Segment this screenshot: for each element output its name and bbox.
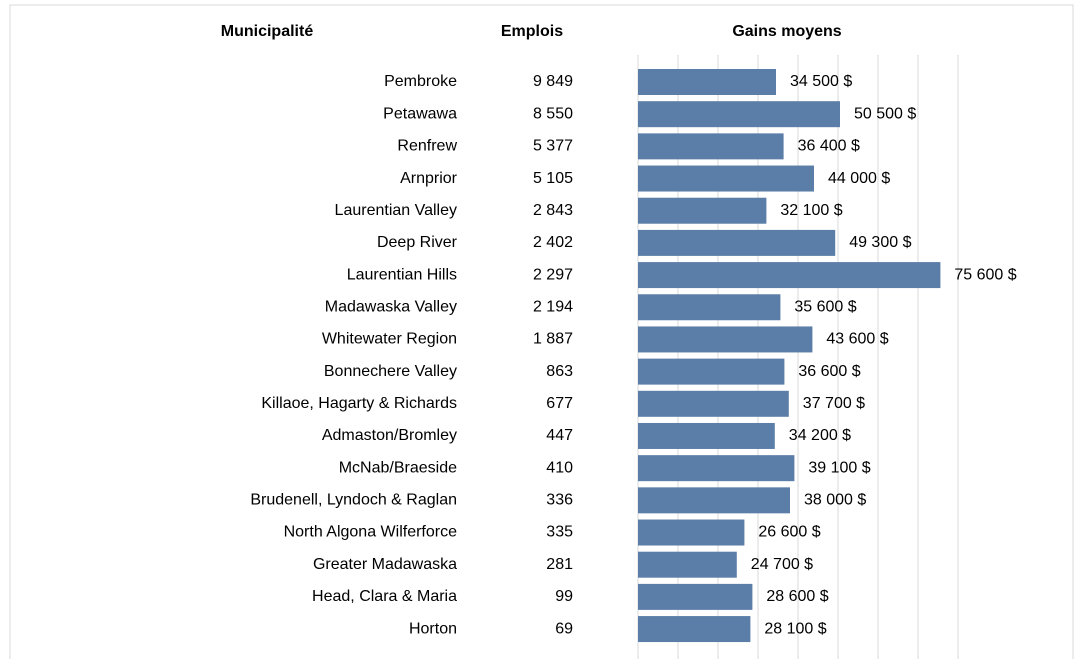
value-label: 44 000 $ [828, 170, 890, 187]
category-label: Pembroke [384, 73, 457, 90]
category-label: North Algona Wilferforce [284, 524, 458, 541]
value-label: 50 500 $ [854, 105, 916, 122]
value-label: 49 300 $ [849, 234, 911, 251]
jobs-value: 1 887 [533, 331, 573, 348]
value-label: 36 400 $ [798, 138, 860, 155]
category-label: Killaoe, Hagarty & Richards [261, 395, 457, 412]
value-label: 36 600 $ [798, 363, 860, 380]
jobs-value: 2 297 [533, 266, 573, 283]
bar [638, 390, 789, 417]
category-label: Petawawa [383, 105, 457, 122]
bar [638, 229, 836, 256]
bar [638, 487, 790, 514]
jobs-value: 99 [555, 588, 573, 605]
category-label: Horton [409, 620, 457, 637]
jobs-value: 335 [546, 524, 573, 541]
bar [638, 455, 795, 482]
jobs-value: 2 194 [533, 298, 573, 315]
category-label: Head, Clara & Maria [312, 588, 457, 605]
value-label: 28 600 $ [766, 588, 828, 605]
value-label: 24 700 $ [751, 556, 813, 573]
category-label: McNab/Braeside [339, 459, 457, 476]
value-label: 32 100 $ [780, 202, 842, 219]
category-label: Laurentian Valley [335, 202, 457, 219]
category-label: Admaston/Bromley [322, 427, 457, 444]
bar [638, 133, 784, 160]
value-label: 34 200 $ [789, 427, 851, 444]
category-label: Renfrew [397, 138, 457, 155]
jobs-value: 336 [546, 492, 573, 509]
category-label: Brudenell, Lyndoch & Raglan [250, 492, 457, 509]
bar [638, 551, 737, 578]
value-label: 34 500 $ [790, 73, 852, 90]
bar [638, 616, 751, 643]
jobs-value: 447 [546, 427, 573, 444]
jobs-value: 410 [546, 459, 573, 476]
bar [638, 326, 813, 353]
value-label: 35 600 $ [794, 298, 856, 315]
category-label: Whitewater Region [322, 331, 457, 348]
jobs-value: 69 [555, 620, 573, 637]
bar [638, 101, 840, 128]
category-label: Greater Madawaska [313, 556, 457, 573]
jobs-value: 8 550 [533, 105, 573, 122]
frame [9, 4, 1074, 659]
column-header: Emplois [501, 23, 563, 40]
category-label: Bonnechere Valley [324, 363, 457, 380]
value-label: 28 100 $ [764, 620, 826, 637]
jobs-value: 9 849 [533, 73, 573, 90]
category-label: Laurentian Hills [347, 266, 457, 283]
jobs-value: 2 843 [533, 202, 573, 219]
bar [638, 69, 776, 95]
column-header: Gains moyens [732, 23, 841, 40]
bar [638, 583, 753, 610]
jobs-value: 677 [546, 395, 573, 412]
jobs-value: 5 377 [533, 138, 573, 155]
value-label: 75 600 $ [954, 266, 1016, 283]
jobs-value: 863 [546, 363, 573, 380]
bar [638, 262, 941, 289]
category-label: Madawaska Valley [325, 298, 457, 315]
value-label: 38 000 $ [804, 492, 866, 509]
value-label: 43 600 $ [826, 331, 888, 348]
bar [638, 197, 767, 224]
bar [638, 165, 814, 192]
value-label: 39 100 $ [808, 459, 870, 476]
category-label: Arnprior [400, 170, 458, 187]
jobs-value: 5 105 [533, 170, 573, 187]
column-header: Municipalité [221, 23, 314, 40]
bar [638, 358, 785, 385]
bar [638, 519, 745, 546]
jobs-value: 2 402 [533, 234, 573, 251]
jobs-value: 281 [546, 556, 573, 573]
value-label: 37 700 $ [803, 395, 865, 412]
bar [638, 422, 775, 449]
category-label: Deep River [377, 234, 458, 251]
value-label: 26 600 $ [758, 524, 820, 541]
bar [638, 294, 781, 321]
